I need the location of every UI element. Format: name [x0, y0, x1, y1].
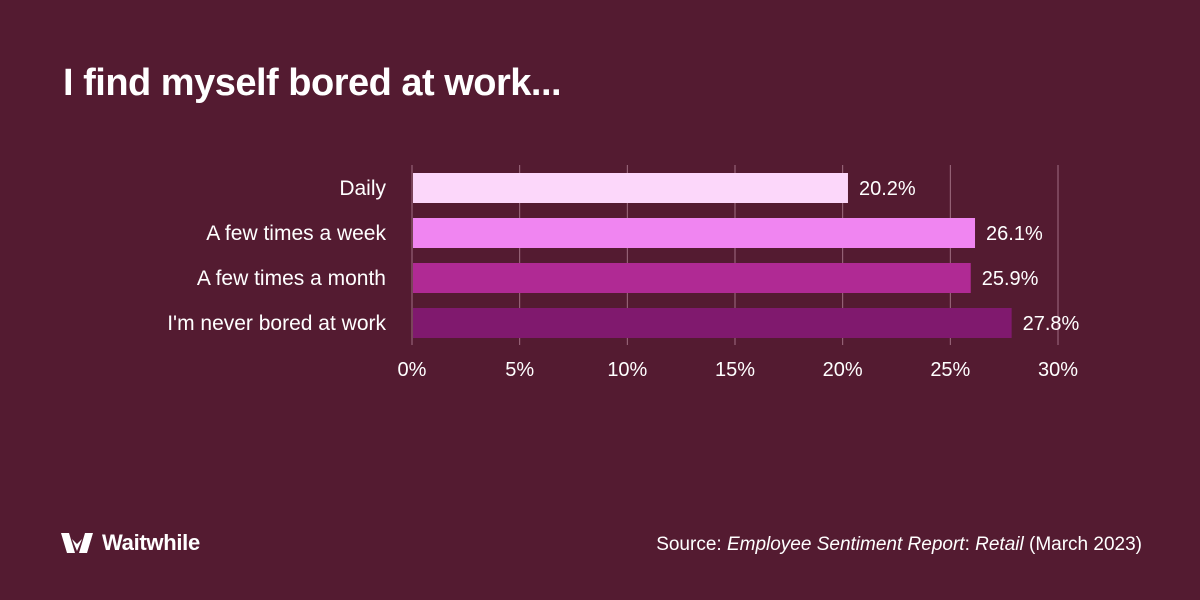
x-tick-label: 20% — [823, 359, 863, 381]
category-label: A few times a month — [197, 267, 386, 290]
brand-name: Waitwhile — [102, 530, 200, 555]
chart-title: I find myself bored at work... — [63, 62, 562, 104]
source-publication: Employee Sentiment Report — [726, 534, 965, 555]
x-tick-label: 5% — [505, 359, 534, 381]
source-subtitle: Retail — [975, 534, 1024, 555]
category-label: Daily — [339, 177, 386, 200]
category-label: A few times a week — [206, 222, 386, 245]
x-tick-label: 0% — [398, 359, 427, 381]
brand-logo: Waitwhile — [60, 530, 200, 556]
category-label: I'm never bored at work — [167, 312, 386, 335]
value-label: 25.9% — [982, 268, 1039, 290]
value-label: 26.1% — [986, 223, 1043, 245]
x-tick-label: 30% — [1038, 359, 1078, 381]
x-tick-label: 25% — [930, 359, 970, 381]
source-citation: Source: Employee Sentiment Report: Retai… — [656, 534, 1142, 556]
value-label: 27.8% — [1023, 313, 1080, 335]
source-prefix: Source: — [656, 534, 727, 555]
bars — [413, 173, 1012, 338]
waitwhile-logo-icon — [61, 533, 93, 553]
bar — [413, 263, 971, 293]
source-separator: : — [964, 534, 976, 555]
labels: 0% 5% 10% 15% 20% 25% 30% Daily 20.2% A few times… — [167, 177, 1079, 381]
value-label: 20.2% — [859, 178, 916, 200]
source-date: (March 2023) — [1023, 534, 1142, 555]
bar — [413, 218, 976, 248]
bar — [413, 308, 1012, 338]
bar — [413, 173, 848, 203]
x-tick-label: 10% — [607, 359, 647, 381]
x-tick-label: 15% — [715, 359, 755, 381]
